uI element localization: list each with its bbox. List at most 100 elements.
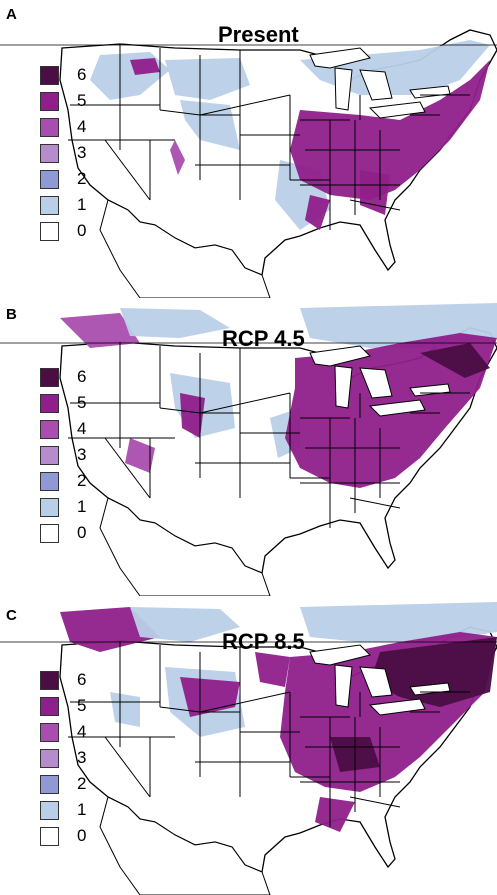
- legend: 6 5 4 3 2 1 0: [40, 364, 86, 546]
- state-border: [349, 497, 401, 509]
- legend-item: 0: [40, 823, 86, 849]
- legend-item: 6: [40, 667, 86, 693]
- suitability-region: [125, 438, 155, 473]
- mexico-land: [99, 497, 271, 596]
- legend-item: 1: [40, 494, 86, 520]
- suitability-region: [60, 313, 140, 348]
- suitability-region: [305, 195, 330, 230]
- legend-item: 3: [40, 442, 86, 468]
- legend-swatch: [40, 393, 59, 413]
- legend-item: 3: [40, 745, 86, 771]
- legend-swatch: [40, 169, 59, 189]
- legend-item: 0: [40, 520, 86, 546]
- suitability-region: [180, 100, 240, 150]
- suitability-region: [420, 343, 490, 378]
- mexico-land: [99, 199, 271, 298]
- legend-swatch: [40, 143, 59, 163]
- state-border: [349, 796, 401, 808]
- legend-label: 0: [77, 523, 87, 542]
- legend-swatch: [40, 670, 59, 690]
- great-lake: [309, 644, 371, 666]
- great-lake: [334, 365, 353, 409]
- legend-swatch: [40, 774, 59, 794]
- great-lake: [368, 698, 426, 716]
- suitability-region: [180, 393, 205, 438]
- legend-swatch: [40, 117, 59, 137]
- suitability-region: [315, 797, 355, 832]
- legend-label: 2: [77, 471, 87, 490]
- suitability-region: [170, 140, 185, 175]
- legend-item: 5: [40, 693, 86, 719]
- map-present: [0, 0, 497, 298]
- legend-label: 2: [77, 169, 87, 188]
- legend-item: 2: [40, 166, 86, 192]
- legend-label: 3: [77, 748, 87, 767]
- suitability-region: [165, 58, 250, 100]
- legend: 6 5 4 3 2 1 0: [40, 62, 86, 244]
- legend-swatch: [40, 221, 59, 241]
- legend-item: 5: [40, 390, 86, 416]
- legend-label: 3: [77, 143, 87, 162]
- legend-item: 6: [40, 364, 86, 390]
- legend-swatch: [40, 696, 59, 716]
- state-border: [199, 691, 291, 713]
- suitability-region: [180, 677, 240, 717]
- suitability-region: [370, 637, 497, 707]
- suitability-region: [130, 607, 240, 642]
- map-rcp45: [0, 298, 497, 596]
- legend-swatch: [40, 367, 59, 387]
- panel-letter: C: [6, 607, 17, 624]
- legend-label: 1: [77, 497, 87, 516]
- panel-letter: A: [6, 6, 17, 23]
- legend-item: 1: [40, 797, 86, 823]
- suitability-region: [300, 602, 497, 642]
- legend-swatch: [40, 497, 59, 517]
- great-lake: [309, 47, 371, 69]
- legend-label: 2: [77, 774, 87, 793]
- legend-label: 6: [77, 367, 87, 386]
- state-border: [104, 139, 151, 201]
- legend-label: 4: [77, 117, 87, 136]
- legend-label: 1: [77, 800, 87, 819]
- suitability-region: [130, 58, 160, 75]
- legend-swatch: [40, 91, 59, 111]
- suitability-region: [290, 60, 490, 200]
- map-rcp85: [0, 597, 497, 895]
- legend-label: 1: [77, 195, 87, 214]
- great-lake: [309, 345, 371, 367]
- legend-item: 1: [40, 192, 86, 218]
- legend-label: 6: [77, 670, 87, 689]
- panel-rcp85: C RCP 8.5 6 5 4 3 2 1 0: [0, 597, 497, 895]
- great-lake: [334, 67, 353, 111]
- legend-label: 0: [77, 221, 87, 240]
- legend-swatch: [40, 65, 59, 85]
- great-lake: [359, 69, 393, 101]
- legend-swatch: [40, 419, 59, 439]
- great-lake: [359, 666, 393, 698]
- legend-swatch: [40, 445, 59, 465]
- legend-swatch: [40, 523, 59, 543]
- legend-swatch: [40, 826, 59, 846]
- legend-swatch: [40, 800, 59, 820]
- suitability-region: [255, 652, 290, 687]
- state-border: [199, 392, 291, 414]
- legend-item: 5: [40, 88, 86, 114]
- legend-item: 2: [40, 468, 86, 494]
- state-border: [199, 94, 291, 116]
- legend-item: 3: [40, 140, 86, 166]
- state-border: [349, 199, 401, 211]
- legend-item: 4: [40, 114, 86, 140]
- scenario-title: RCP 4.5: [222, 326, 305, 351]
- panel-letter: B: [6, 306, 17, 323]
- legend-swatch: [40, 722, 59, 742]
- state-border: [104, 437, 151, 499]
- legend-label: 3: [77, 445, 87, 464]
- legend-label: 5: [77, 91, 87, 110]
- legend-label: 0: [77, 826, 87, 845]
- legend-swatch: [40, 748, 59, 768]
- legend-item: 2: [40, 771, 86, 797]
- scenario-title: Present: [218, 22, 299, 47]
- legend-label: 4: [77, 722, 87, 741]
- legend-swatch: [40, 471, 59, 491]
- legend-item: 4: [40, 719, 86, 745]
